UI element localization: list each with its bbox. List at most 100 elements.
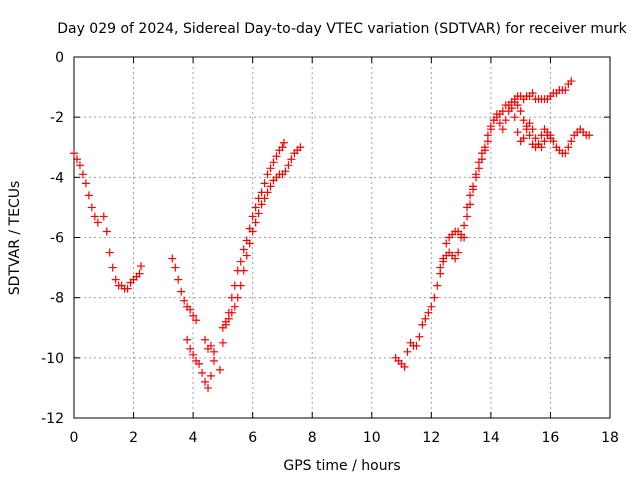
data-point bbox=[483, 131, 492, 140]
data-point bbox=[263, 188, 272, 197]
x-tick-label: 0 bbox=[70, 430, 79, 446]
data-point bbox=[513, 128, 522, 137]
data-point bbox=[418, 320, 427, 329]
data-point bbox=[519, 134, 528, 143]
data-point bbox=[427, 302, 436, 311]
data-point bbox=[400, 362, 409, 371]
data-point bbox=[70, 149, 78, 158]
data-point bbox=[209, 356, 218, 365]
chart-title: Day 029 of 2024, Sidereal Day-to-day VTE… bbox=[57, 21, 627, 37]
data-point bbox=[528, 125, 537, 134]
y-tick-label: -2 bbox=[50, 110, 64, 126]
data-point bbox=[534, 140, 543, 149]
data-point bbox=[108, 263, 117, 272]
y-axis-label: SDTVAR / TECUs bbox=[7, 181, 23, 296]
data-point bbox=[224, 314, 233, 323]
data-point bbox=[457, 233, 466, 242]
data-point bbox=[218, 323, 227, 332]
data-point bbox=[206, 341, 215, 350]
data-point bbox=[278, 143, 287, 152]
data-point bbox=[189, 350, 198, 359]
data-point bbox=[105, 248, 114, 257]
data-point bbox=[251, 203, 260, 212]
axis-ticks bbox=[73, 56, 611, 419]
data-point bbox=[522, 122, 531, 131]
data-point bbox=[495, 119, 504, 128]
x-tick-label: 8 bbox=[308, 430, 317, 446]
data-point bbox=[430, 293, 439, 302]
data-point bbox=[561, 86, 570, 95]
series-arc-2 bbox=[99, 212, 145, 293]
data-point bbox=[201, 335, 210, 344]
data-point bbox=[492, 113, 501, 122]
data-point bbox=[567, 77, 576, 86]
data-point bbox=[463, 203, 472, 212]
data-point bbox=[466, 191, 475, 200]
data-point bbox=[567, 137, 576, 146]
data-point bbox=[433, 281, 442, 290]
grid-lines bbox=[74, 57, 610, 418]
series-arc-3 bbox=[168, 254, 201, 325]
data-point bbox=[81, 179, 90, 188]
data-point bbox=[486, 122, 495, 131]
data-point bbox=[507, 104, 516, 113]
series-arc-6 bbox=[215, 138, 288, 374]
y-tick-label: -12 bbox=[41, 411, 64, 427]
data-point bbox=[236, 281, 245, 290]
data-point bbox=[260, 194, 269, 203]
data-point bbox=[525, 131, 534, 140]
data-point bbox=[296, 143, 305, 152]
data-point bbox=[412, 341, 421, 350]
data-point bbox=[463, 212, 472, 221]
x-tick-label: 6 bbox=[248, 430, 257, 446]
data-point bbox=[251, 218, 260, 227]
data-point bbox=[204, 383, 212, 392]
data-point bbox=[75, 161, 84, 170]
x-tick-label: 12 bbox=[422, 430, 440, 446]
y-tick-label: -8 bbox=[50, 291, 64, 307]
y-tick-label: -6 bbox=[50, 231, 64, 247]
data-point bbox=[206, 371, 215, 380]
x-axis-label: GPS time / hours bbox=[283, 458, 400, 474]
data-point bbox=[543, 128, 552, 137]
y-axis-tick-labels: 0 -2 -4 -6 -8 -10 -12 bbox=[41, 50, 64, 427]
series-arc-5 bbox=[201, 335, 218, 356]
data-point bbox=[415, 332, 424, 341]
data-point bbox=[72, 155, 81, 164]
series-arc-8 bbox=[391, 77, 576, 371]
data-point bbox=[254, 209, 263, 218]
data-point bbox=[239, 266, 248, 275]
series-arc-7 bbox=[218, 143, 305, 332]
data-point bbox=[201, 377, 210, 386]
data-point bbox=[585, 131, 594, 140]
data-point bbox=[284, 161, 293, 170]
data-point bbox=[183, 335, 192, 344]
data-point bbox=[78, 170, 87, 179]
data-point bbox=[171, 263, 180, 272]
data-point bbox=[480, 143, 489, 152]
series-arc-1 bbox=[70, 149, 102, 227]
data-point bbox=[439, 257, 448, 266]
x-tick-label: 18 bbox=[601, 430, 619, 446]
data-point bbox=[279, 138, 288, 147]
data-point bbox=[477, 149, 486, 158]
data-point bbox=[135, 269, 144, 278]
data-point bbox=[564, 143, 573, 152]
y-tick-label: -4 bbox=[50, 170, 64, 186]
data-point bbox=[436, 263, 445, 272]
x-tick-label: 16 bbox=[542, 430, 560, 446]
data-point bbox=[230, 302, 239, 311]
data-point bbox=[137, 262, 145, 271]
data-point bbox=[424, 308, 433, 317]
data-point bbox=[123, 284, 132, 293]
data-point bbox=[90, 212, 99, 221]
data-point bbox=[248, 212, 257, 221]
data-point bbox=[531, 134, 540, 143]
series-arc-4 bbox=[183, 335, 218, 392]
data-point bbox=[174, 275, 183, 284]
data-point bbox=[192, 316, 201, 325]
data-point bbox=[501, 116, 510, 125]
data-point bbox=[460, 221, 469, 230]
series-arc-9 bbox=[436, 104, 594, 272]
